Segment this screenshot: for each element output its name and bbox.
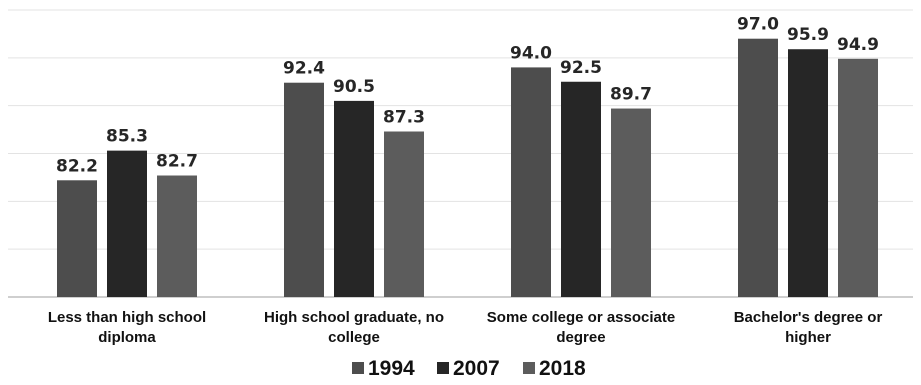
value-label: 82.2: [56, 156, 98, 176]
value-label: 94.9: [837, 35, 879, 55]
category-label: High school graduate, no: [264, 309, 444, 326]
legend-label-2018: 2018: [539, 357, 586, 380]
category-labels: Less than high school diploma High school …: [48, 309, 883, 346]
bar-2007-3: [561, 81, 601, 297]
bars: [57, 38, 878, 298]
bar-2007-4: [788, 49, 828, 298]
legend-swatch-2018: [523, 362, 535, 374]
value-label: 89.7: [610, 85, 652, 105]
bar-2007-1: [107, 150, 147, 297]
category-label: Bachelor's degree or: [734, 309, 883, 326]
legend-label-2007: 2007: [453, 357, 500, 380]
bar-1994-3: [511, 67, 551, 298]
category-label: higher: [785, 329, 831, 346]
bar-1994-2: [284, 82, 324, 297]
legend-swatch-2007: [437, 362, 449, 374]
legend: 1994 2007 2018: [352, 357, 586, 380]
category-label: Less than high school: [48, 309, 206, 326]
bar-1994-4: [738, 38, 778, 297]
bar-2018-3: [611, 108, 651, 297]
legend-swatch-1994: [352, 362, 364, 374]
category-label: Some college or associate: [487, 309, 675, 326]
value-label: 95.9: [787, 25, 829, 45]
value-label: 92.4: [283, 59, 325, 79]
value-label: 85.3: [106, 127, 148, 147]
bar-2018-1: [157, 175, 197, 297]
value-label: 82.7: [156, 152, 198, 172]
category-label: college: [328, 329, 380, 346]
bar-2018-2: [384, 131, 424, 297]
value-label: 97.0: [737, 15, 779, 35]
category-label: diploma: [98, 329, 156, 346]
value-label: 92.5: [560, 58, 602, 78]
bar-2007-2: [334, 100, 374, 297]
value-labels: 82.2 92.4 94.0 97.0 85.3 90.5 92.5 95.9 82.7 87.3…: [56, 15, 879, 177]
value-label: 90.5: [333, 77, 375, 97]
value-label: 94.0: [510, 43, 552, 63]
category-label: degree: [556, 329, 605, 346]
value-label: 87.3: [383, 107, 425, 127]
bar-1994-1: [57, 180, 97, 297]
legend-label-1994: 1994: [368, 357, 415, 380]
bar-2018-4: [838, 58, 878, 297]
